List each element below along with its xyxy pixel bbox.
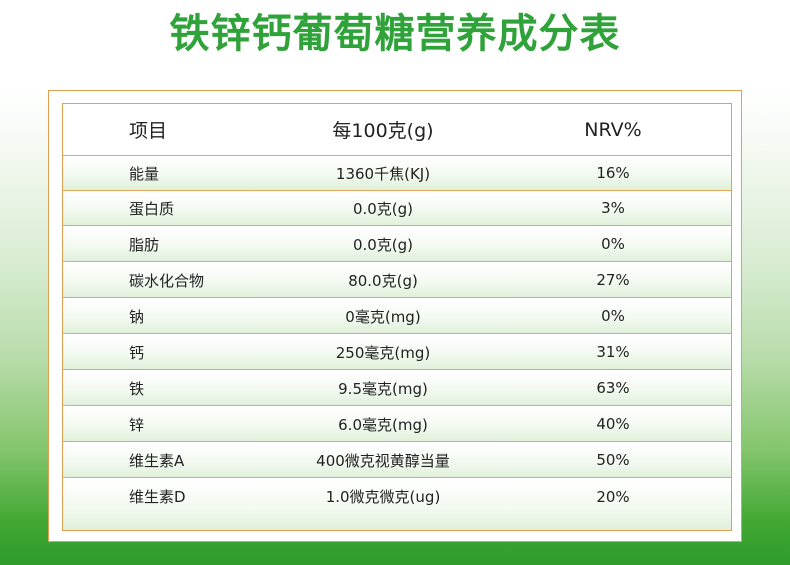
row-item: 铁: [129, 379, 145, 398]
row-item: 蛋白质: [129, 199, 175, 218]
row-nrv: 63%: [596, 379, 630, 397]
header-item: 项目: [129, 120, 168, 142]
row-amount: 6.0毫克(mg): [338, 415, 428, 434]
row-item: 维生素A: [129, 451, 185, 470]
row-amount: 400微克视黄醇当量: [316, 451, 450, 470]
row-item: 能量: [129, 164, 160, 183]
row-amount: 0.0克(g): [352, 235, 414, 254]
table-row: 维生素D 1.0微克微克(ug) 20%: [63, 479, 731, 530]
row-nrv: 31%: [596, 343, 630, 361]
table-row: 蛋白质 0.0克(g) 3%: [63, 191, 731, 226]
row-nrv: 40%: [596, 415, 630, 433]
header-per-100g: 每100克(g): [332, 120, 434, 142]
table-row: 铁 9.5毫克(mg) 63%: [63, 371, 731, 406]
table-row: 能量 1360千焦(KJ) 16%: [63, 156, 731, 191]
row-amount: 0毫克(mg): [345, 307, 421, 326]
nutrition-table: 项目 每100克(g) NRV% 能量 1360千焦(KJ) 16% 蛋白质 0…: [62, 103, 732, 531]
row-nrv: 50%: [596, 451, 630, 469]
header-nrv: NRV%: [584, 118, 642, 141]
row-nrv: 27%: [596, 271, 630, 289]
row-nrv: 3%: [601, 199, 625, 217]
row-nrv: 0%: [601, 235, 625, 253]
row-amount: 0.0克(g): [352, 199, 414, 218]
table-row: 碳水化合物 80.0克(g) 27%: [63, 263, 731, 298]
row-item: 钙: [129, 343, 145, 362]
row-amount: 80.0克(g): [348, 271, 418, 290]
table-row: 钠 0毫克(mg) 0%: [63, 299, 731, 334]
row-nrv: 0%: [601, 307, 625, 325]
row-item: 脂肪: [129, 235, 160, 254]
page-title: 铁锌钙葡萄糖营养成分表: [169, 11, 621, 57]
row-item: 维生素D: [129, 488, 186, 506]
table-row: 脂肪 0.0克(g) 0%: [63, 227, 731, 262]
row-nrv: 16%: [596, 164, 630, 182]
row-amount: 250毫克(mg): [335, 343, 431, 362]
row-item: 碳水化合物: [129, 271, 205, 290]
table-row: 锌 6.0毫克(mg) 40%: [63, 407, 731, 442]
table-header-row: 项目 每100克(g) NRV%: [63, 104, 731, 156]
row-amount: 1.0微克微克(ug): [325, 488, 441, 506]
row-amount: 1360千焦(KJ): [335, 164, 431, 183]
row-item: 锌: [129, 415, 145, 434]
table-row: 钙 250毫克(mg) 31%: [63, 335, 731, 370]
row-amount: 9.5毫克(mg): [338, 379, 428, 398]
row-nrv: 20%: [596, 487, 630, 506]
table-row: 维生素A 400微克视黄醇当量 50%: [63, 443, 731, 478]
row-item: 钠: [129, 307, 145, 326]
